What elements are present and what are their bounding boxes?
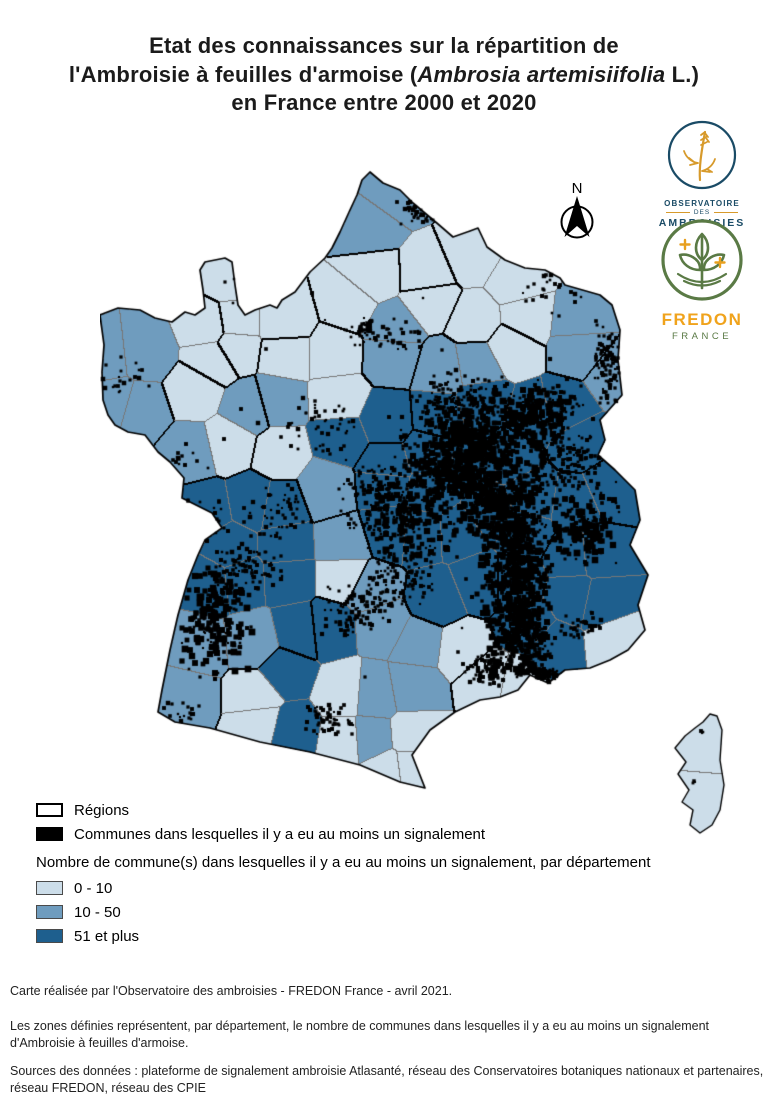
title-line-2: l'Ambroisie à feuilles d'armoise (Ambros… [68,61,700,87]
observatoire-logo-line1: OBSERVATOIRE [664,199,740,208]
title-line-1: Etat des connaissances sur la répartitio… [149,33,619,58]
legend-row-class-2: 10 - 50 [36,903,651,921]
observatoire-plant-icon [667,120,737,190]
map-legend: Régions Communes dans lesquelles il y a … [36,802,651,952]
class-3-label: 51 et plus [74,927,140,945]
legend-row-communes: Communes dans lesquelles il y a eu au mo… [36,825,651,843]
north-arrow-needle-icon [564,196,590,237]
observatoire-ambroisies-logo: OBSERVATOIRE DES AMBROISIES [650,118,754,229]
legend-classes-title: Nombre de commune(s) dans lesquelles il … [36,854,651,871]
gold-rule-right [714,212,739,213]
map-credit: Carte réalisée par l'Observatoire des am… [10,984,453,998]
class-3-swatch [36,929,63,943]
legend-row-class-3: 51 et plus [36,927,651,945]
class-1-swatch [36,881,63,895]
class-2-label: 10 - 50 [74,903,121,921]
species-latin-name: Ambrosia artemisiifolia [417,61,666,87]
regions-label: Régions [74,801,130,819]
communes-label: Communes dans lesquelles il y a eu au mo… [74,825,486,843]
map-description: Les zones définies représentent, par dép… [10,1019,710,1050]
legend-row-class-1: 0 - 10 [36,879,651,897]
map-title: Etat des connaissances sur la répartitio… [0,32,768,118]
observatoire-logo-line2: DES [650,209,754,216]
gold-rule-left [665,212,690,213]
communes-swatch [36,827,63,841]
class-1-label: 0 - 10 [74,879,113,897]
fredon-logo-country: FRANCE [671,331,733,342]
fredon-plant-icon [661,219,743,301]
data-sources: Sources des données : plateforme de sign… [10,1064,764,1095]
legend-row-regions: Régions [36,801,651,819]
regions-swatch [36,803,63,817]
north-arrow: N [560,180,594,239]
north-arrow-label: N [572,180,583,197]
fredon-logo-name: FREDON [661,310,743,329]
class-2-swatch [36,905,63,919]
title-line-3: en France entre 2000 et 2020 [231,90,537,115]
fredon-france-logo: FREDON FRANCE [650,216,754,342]
france-choropleth-map [100,170,748,850]
